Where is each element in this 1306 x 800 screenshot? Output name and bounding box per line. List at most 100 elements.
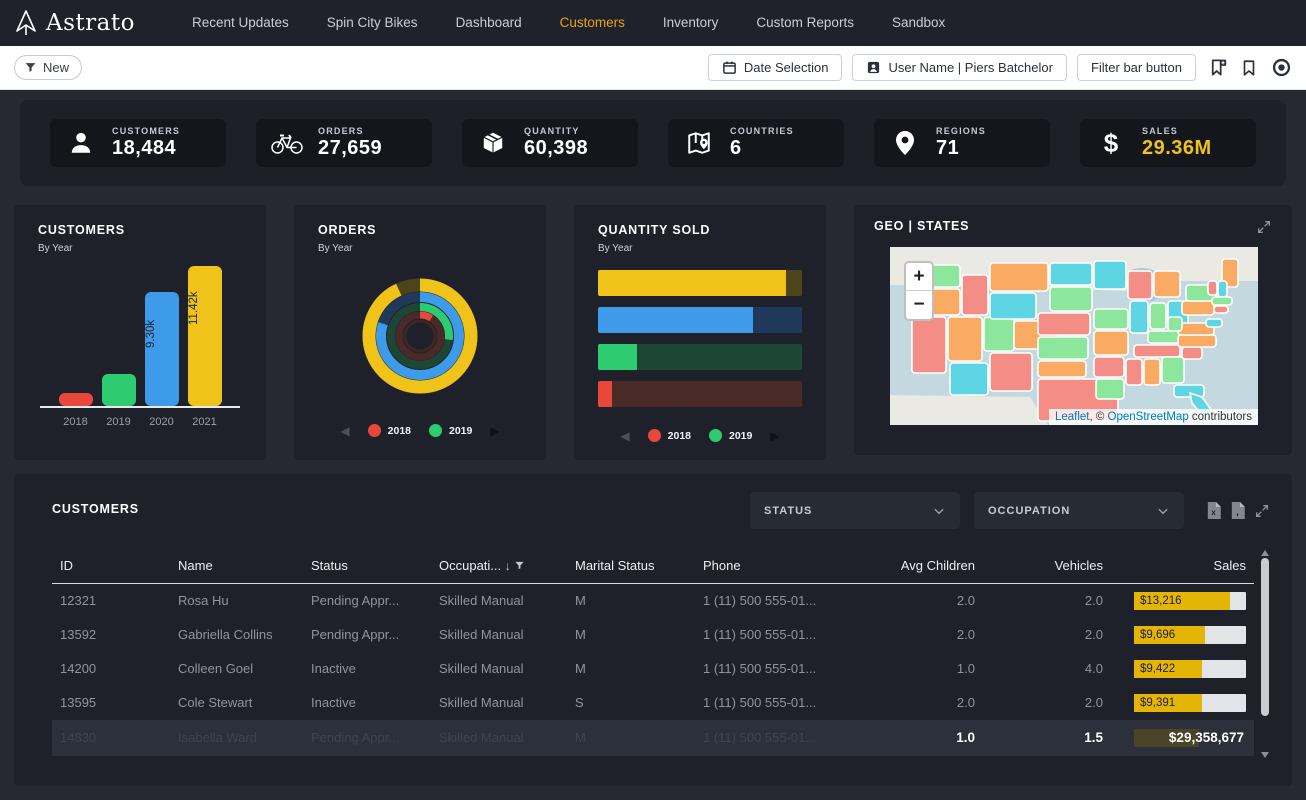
- table-row[interactable]: 13595 Cole Stewart Inactive Skilled Manual S…: [52, 686, 1254, 720]
- nav-item-recent-updates[interactable]: Recent Updates: [191, 15, 289, 30]
- occupation-filter-dropdown[interactable]: OCCUPATION: [974, 492, 1184, 529]
- legend-item-2019[interactable]: 2019: [429, 424, 472, 437]
- state-ID[interactable]: [961, 274, 989, 316]
- state-WI[interactable]: [1127, 270, 1153, 300]
- state-SC[interactable]: [1181, 346, 1203, 360]
- col-header-occupation[interactable]: Occupati... ↓: [431, 550, 567, 584]
- nav-item-sandbox[interactable]: Sandbox: [891, 15, 946, 30]
- state-MD[interactable]: [1205, 318, 1223, 328]
- kpi-card-orders[interactable]: ORDERS 27,659: [256, 119, 432, 167]
- ring-arc-2021[interactable]: [362, 278, 478, 394]
- hbar-2020[interactable]: [598, 307, 802, 333]
- user-button[interactable]: User Name | Piers Batchelor: [852, 54, 1067, 81]
- state-CT[interactable]: [1213, 305, 1229, 314]
- state-CA[interactable]: [911, 316, 947, 374]
- nav-item-custom-reports[interactable]: Custom Reports: [756, 15, 854, 30]
- state-NC[interactable]: [1177, 334, 1217, 348]
- status-filter-dropdown[interactable]: STATUS: [750, 492, 960, 529]
- col-header[interactable]: Vehicles: [983, 550, 1111, 584]
- date-selection-button[interactable]: Date Selection: [707, 54, 843, 81]
- state-GA[interactable]: [1161, 356, 1185, 384]
- ring-arc-2019[interactable]: [387, 303, 453, 369]
- hbar-2019[interactable]: [598, 344, 802, 370]
- state-NV[interactable]: [947, 316, 983, 362]
- state-AL[interactable]: [1143, 358, 1161, 386]
- orders-radial-chart[interactable]: [344, 260, 496, 412]
- table-row[interactable]: 12321 Rosa Hu Pending Appr... Skilled Manua…: [52, 584, 1254, 618]
- sort-desc-icon[interactable]: ↓: [504, 559, 511, 573]
- osm-link[interactable]: OpenStreetMap: [1107, 411, 1189, 423]
- state-TN[interactable]: [1133, 344, 1181, 358]
- state-WV[interactable]: [1167, 316, 1183, 332]
- bookmark-icon[interactable]: [1238, 57, 1260, 79]
- hbar-2021[interactable]: [598, 270, 802, 296]
- nav-item-spin-city-bikes[interactable]: Spin City Bikes: [326, 15, 418, 30]
- col-header[interactable]: Status: [303, 550, 431, 584]
- zoom-out-button[interactable]: −: [913, 294, 925, 315]
- state-IA[interactable]: [1093, 308, 1129, 330]
- state-NM[interactable]: [989, 352, 1033, 392]
- state-ND[interactable]: [1049, 262, 1093, 286]
- new-filter-button[interactable]: New: [14, 55, 83, 80]
- state-NE[interactable]: [1037, 312, 1091, 336]
- nav-item-dashboard[interactable]: Dashboard: [455, 15, 522, 30]
- kpi-card-sales[interactable]: $ SALES 29.36M: [1080, 119, 1256, 167]
- kpi-card-quantity[interactable]: QUANTITY 60,398: [462, 119, 638, 167]
- state-IL[interactable]: [1129, 300, 1149, 334]
- col-header[interactable]: Sales: [1111, 550, 1254, 584]
- table-row[interactable]: 14200 Colleen Goel Inactive Skilled Manual M…: [52, 652, 1254, 686]
- legend-next-arrow[interactable]: ▶: [490, 423, 500, 438]
- state-VT[interactable]: [1207, 280, 1218, 296]
- kpi-card-countries[interactable]: COUNTRIES 6: [668, 119, 844, 167]
- kpi-card-customers[interactable]: CUSTOMERS 18,484: [50, 119, 226, 167]
- bar-2021[interactable]: 11.42k: [187, 266, 222, 406]
- expand-icon[interactable]: [1256, 219, 1272, 235]
- state-PA[interactable]: [1181, 300, 1215, 316]
- export-excel-icon[interactable]: x: [1206, 502, 1221, 519]
- state-SD[interactable]: [1049, 286, 1093, 312]
- quantity-hbar-chart[interactable]: [598, 270, 802, 407]
- col-header[interactable]: Phone: [695, 550, 855, 584]
- state-WY[interactable]: [989, 292, 1037, 320]
- legend-prev-arrow[interactable]: ◀: [340, 423, 350, 438]
- bookmark-add-icon[interactable]: [1206, 57, 1228, 79]
- legend-prev-arrow[interactable]: ◀: [620, 428, 630, 443]
- state-MN[interactable]: [1093, 260, 1127, 290]
- eye-icon[interactable]: [1270, 57, 1292, 79]
- ring-arc-2020[interactable]: [376, 292, 464, 380]
- leaflet-link[interactable]: Leaflet: [1054, 411, 1090, 423]
- nav-item-inventory[interactable]: Inventory: [662, 15, 719, 30]
- state-MA[interactable]: [1211, 296, 1233, 306]
- col-header[interactable]: Name: [170, 550, 303, 584]
- state-AR[interactable]: [1093, 356, 1125, 378]
- bar-2020[interactable]: 9.30k: [144, 292, 179, 406]
- brand[interactable]: Astrato: [14, 10, 135, 36]
- state-MT[interactable]: [989, 262, 1049, 292]
- legend-item-2018[interactable]: 2018: [647, 429, 691, 442]
- nav-item-customers[interactable]: Customers: [559, 15, 625, 30]
- col-header[interactable]: ID: [52, 550, 170, 584]
- filter-bar-button[interactable]: Filter bar button: [1076, 54, 1196, 81]
- state-UT[interactable]: [983, 316, 1015, 352]
- scroll-down-arrow[interactable]: [1261, 752, 1269, 758]
- filter-funnel-icon[interactable]: [514, 560, 525, 571]
- scroll-up-arrow[interactable]: [1261, 550, 1269, 556]
- state-FL[interactable]: [1173, 384, 1205, 398]
- state-AZ[interactable]: [949, 362, 989, 396]
- legend-item-2018[interactable]: 2018: [367, 424, 411, 437]
- state-IN[interactable]: [1149, 302, 1167, 330]
- state-LA[interactable]: [1095, 378, 1125, 400]
- col-header[interactable]: Marital Status: [567, 550, 695, 584]
- expand-icon[interactable]: [1254, 503, 1270, 519]
- state-MO[interactable]: [1093, 330, 1129, 356]
- state-MI[interactable]: [1153, 270, 1181, 298]
- legend-item-2019[interactable]: 2019: [709, 429, 752, 442]
- scrollbar-thumb[interactable]: [1261, 558, 1269, 716]
- table-row[interactable]: 13592 Gabriella Collins Pending Appr... Ski…: [52, 618, 1254, 652]
- table-scrollbar[interactable]: [1260, 550, 1270, 758]
- col-header[interactable]: Avg Children: [855, 550, 983, 584]
- bar-2018[interactable]: [58, 393, 93, 406]
- bar-2019[interactable]: [101, 374, 136, 406]
- legend-next-arrow[interactable]: ▶: [770, 428, 780, 443]
- us-states-map[interactable]: + − Leaflet, © OpenStreetMap contributor…: [890, 247, 1258, 425]
